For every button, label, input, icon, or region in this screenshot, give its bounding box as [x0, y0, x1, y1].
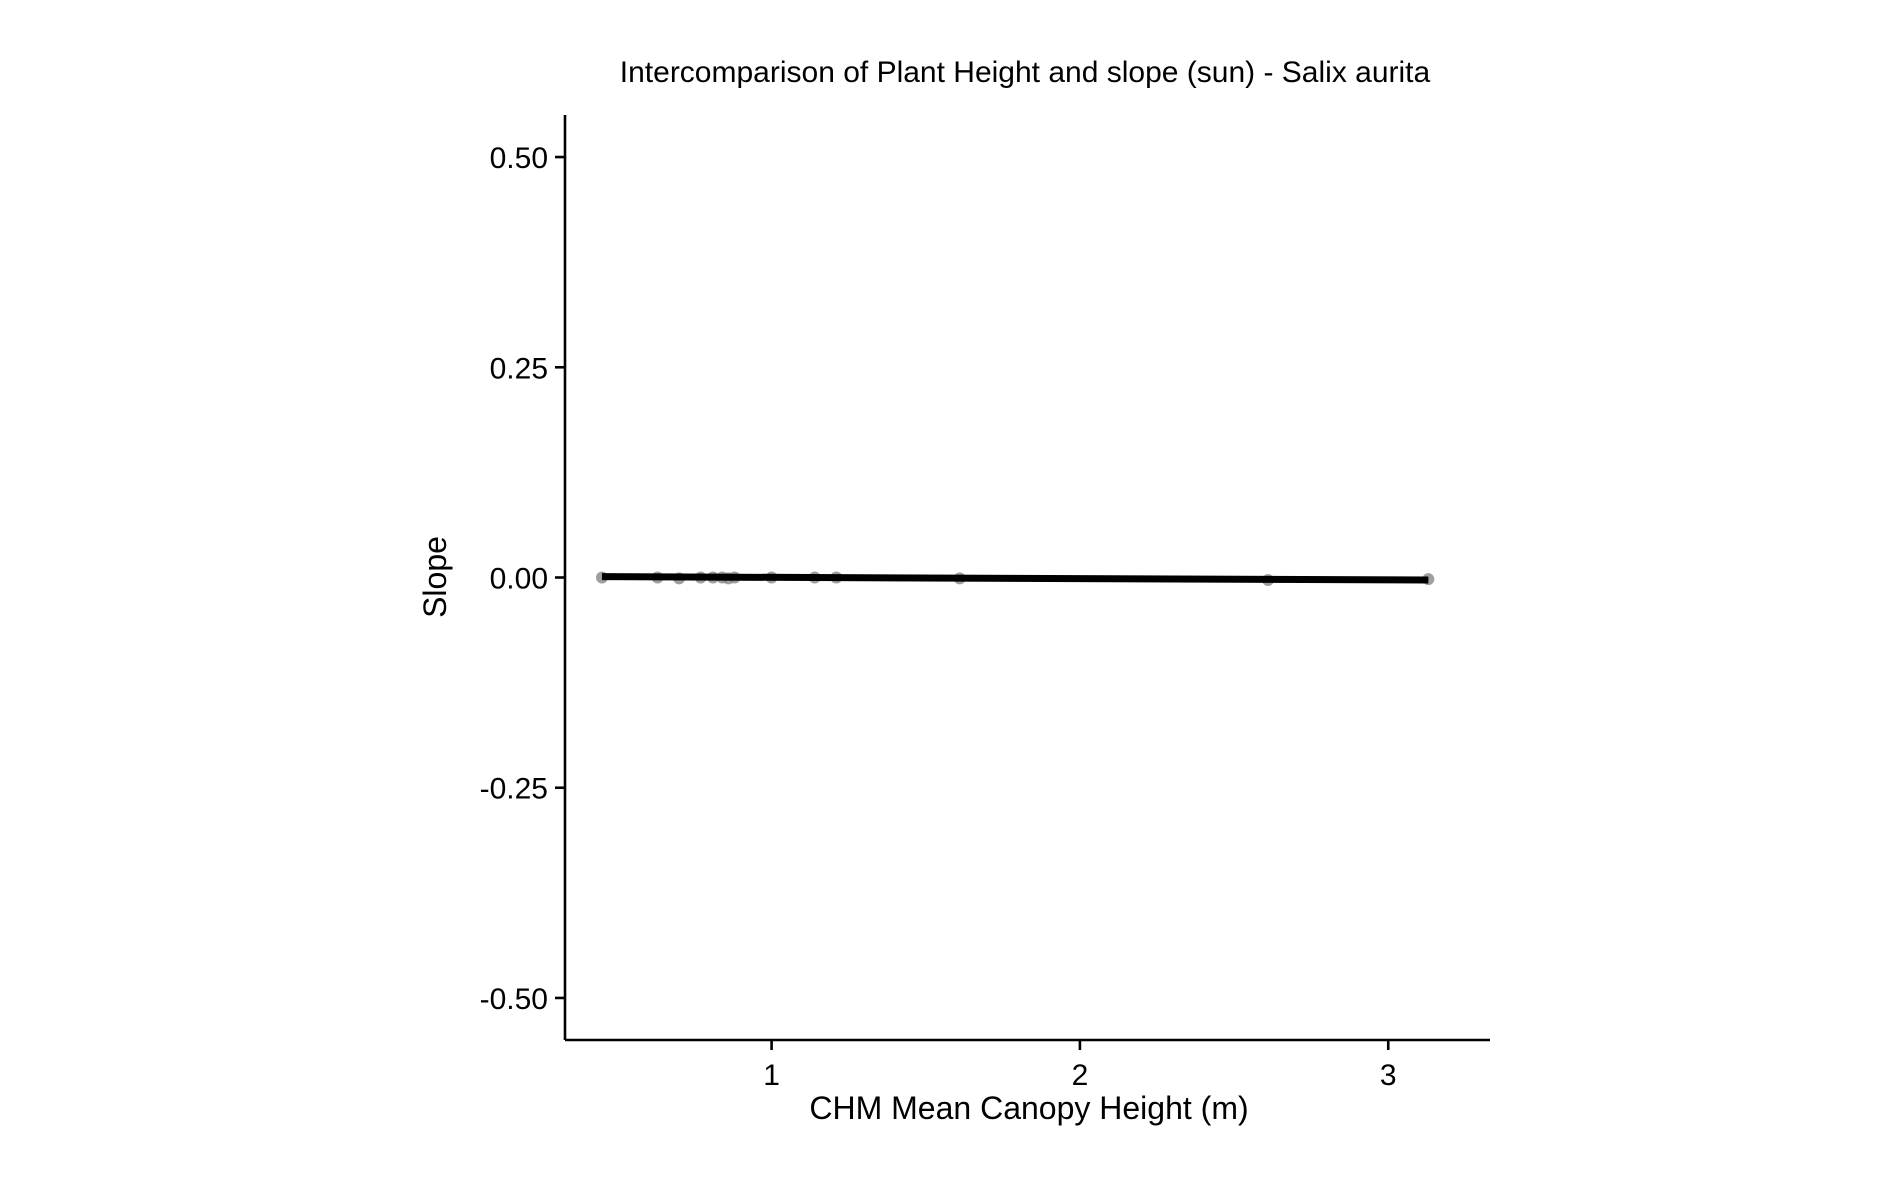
- x-tick-label: 2: [1072, 1059, 1089, 1092]
- y-tick-label: 0.25: [490, 352, 548, 385]
- y-axis-label: Slope: [417, 536, 453, 618]
- y-tick-label: -0.25: [480, 773, 548, 806]
- x-tick-label: 1: [763, 1059, 780, 1092]
- y-tick-label: -0.50: [480, 983, 548, 1016]
- x-tick-label: 3: [1380, 1059, 1397, 1092]
- y-tick-label: 0.50: [490, 142, 548, 175]
- chart-title: Intercomparison of Plant Height and slop…: [620, 56, 1431, 89]
- fit-line: [601, 573, 1429, 584]
- y-axis-ticks: -0.50 -0.25 0.00 0.25 0.50: [480, 142, 565, 1016]
- x-axis-ticks: 1 2 3: [763, 1040, 1397, 1092]
- y-tick-label: 0.00: [490, 563, 548, 596]
- x-axis-label: CHM Mean Canopy Height (m): [809, 1090, 1248, 1126]
- plot-area: -0.50 -0.25 0.00 0.25 0.50 1 2 3: [480, 115, 1490, 1092]
